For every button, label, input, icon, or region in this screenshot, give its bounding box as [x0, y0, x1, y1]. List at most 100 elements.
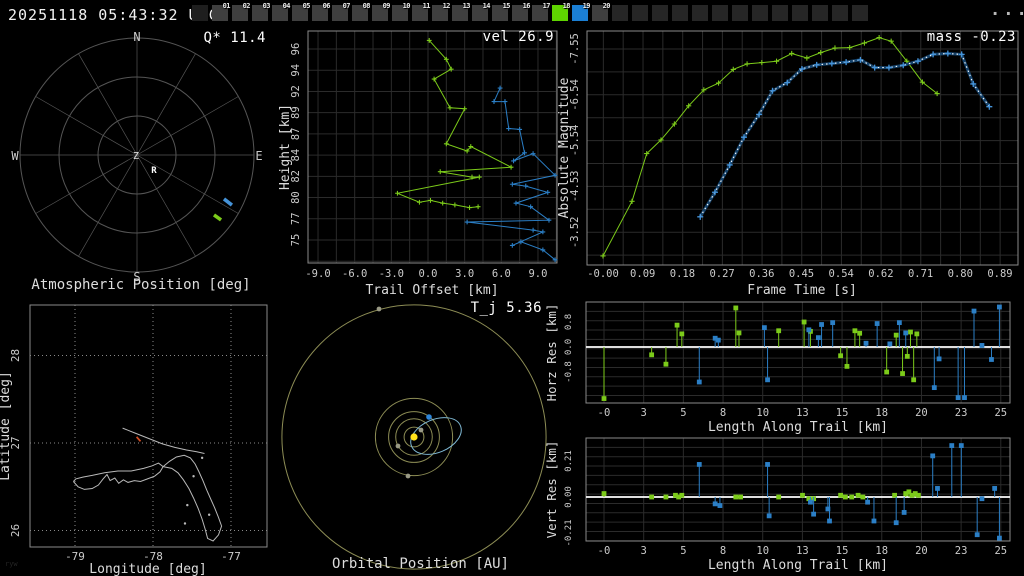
svg-text:25: 25	[994, 545, 1007, 557]
frame-number: 01	[222, 2, 231, 10]
frame-number: 10	[402, 2, 411, 10]
frame-thumbnail[interactable]: 15	[492, 2, 511, 21]
svg-text:R: R	[151, 166, 157, 176]
svg-text:Absolute Magnitude: Absolute Magnitude	[557, 77, 572, 218]
svg-text:77: 77	[290, 212, 302, 225]
frame-thumbnail[interactable]	[792, 5, 808, 21]
vert-residuals-plot: -0 3 5 8 10 13 15 18 20 23 25 0.21 0.00 -0.21 Length A…	[544, 437, 1011, 573]
svg-text:N: N	[133, 30, 140, 44]
frame-thumbnail[interactable]: 02	[232, 2, 251, 21]
frame-thumbnail[interactable]	[732, 5, 748, 21]
frame-thumbnail[interactable]	[652, 5, 668, 21]
svg-text:-6.0: -6.0	[342, 268, 367, 280]
frame-thumbnail[interactable]: 01	[212, 2, 231, 21]
frame-thumbnail[interactable]: 04	[272, 2, 291, 21]
svg-text:-3.0: -3.0	[379, 268, 404, 280]
meteoroid-dot	[426, 414, 432, 420]
frame-thumbnail[interactable]: 13	[452, 2, 471, 21]
absolute-magnitude-plot: -0.00 0.09 0.18 0.27 0.36 0.45 0.54 0.62 0.71 0.8…	[557, 30, 1019, 298]
frame-thumbnail[interactable]: 18	[552, 2, 571, 21]
svg-text:E: E	[255, 149, 262, 163]
svg-text:Z: Z	[133, 151, 139, 162]
svg-text:-6.54: -6.54	[569, 79, 581, 111]
frame-thumbnail[interactable]: 16	[512, 2, 531, 21]
frame-thumbnail[interactable]	[712, 5, 728, 21]
svg-text:13: 13	[796, 407, 809, 419]
atmospheric-position-plot: N E S W Z R	[11, 30, 262, 284]
svg-text:Length Along Trail [km]: Length Along Trail [km]	[708, 420, 888, 435]
mercury-dot	[418, 427, 424, 433]
frame-thumbnail[interactable]	[192, 5, 208, 21]
svg-text:-79: -79	[65, 550, 85, 563]
svg-text:0.80: 0.80	[948, 268, 973, 280]
svg-text:3: 3	[641, 407, 647, 419]
svg-text:Trail Offset [km]: Trail Offset [km]	[365, 283, 498, 298]
svg-text:0.45: 0.45	[789, 268, 814, 280]
svg-text:-78: -78	[143, 550, 163, 563]
frame-thumbnail[interactable]: 05	[292, 2, 311, 21]
svg-text:25: 25	[994, 407, 1007, 419]
svg-text:5: 5	[680, 407, 686, 419]
svg-text:Length Along Trail [km]: Length Along Trail [km]	[708, 558, 888, 573]
svg-text:0.21: 0.21	[564, 450, 574, 472]
svg-text:-0: -0	[598, 545, 611, 557]
svg-text:0.54: 0.54	[829, 268, 854, 280]
frame-thumbnail[interactable]	[832, 5, 848, 21]
frame-number: 17	[542, 2, 551, 10]
frame-thumbnail[interactable]	[612, 5, 628, 21]
svg-text:-0.21: -0.21	[564, 519, 574, 546]
svg-text:10: 10	[756, 545, 769, 557]
frame-thumbnail[interactable]: 06	[312, 2, 331, 21]
frame-thumbnail[interactable]: 14	[472, 2, 491, 21]
frame-thumbnail[interactable]	[672, 5, 688, 21]
frame-number: 08	[362, 2, 371, 10]
svg-text:96: 96	[290, 43, 302, 56]
frame-thumbnail[interactable]: 10	[392, 2, 411, 21]
svg-text:23: 23	[955, 407, 968, 419]
frame-thumbnail[interactable]: 11	[412, 2, 431, 21]
frame-thumbnail[interactable]: 03	[252, 2, 271, 21]
frame-thumbnail[interactable]: 09	[372, 2, 391, 21]
svg-text:18: 18	[875, 545, 888, 557]
mars-dot	[405, 473, 411, 479]
svg-text:Horz Res [km]: Horz Res [km]	[544, 304, 559, 402]
svg-text:-9.0: -9.0	[305, 268, 330, 280]
frame-thumbnail[interactable]: 12	[432, 2, 451, 21]
svg-text:23: 23	[955, 545, 968, 557]
svg-text:89: 89	[290, 106, 302, 119]
frame-number: 03	[262, 2, 271, 10]
svg-text:W: W	[11, 149, 19, 163]
frame-thumbnail[interactable]: 07	[332, 2, 351, 21]
frame-thumbnail[interactable]: 17	[532, 2, 551, 21]
svg-text:8: 8	[720, 545, 726, 557]
svg-text:0.27: 0.27	[709, 268, 734, 280]
frame-thumbnail[interactable]	[772, 5, 788, 21]
svg-text:3.0: 3.0	[455, 268, 474, 280]
frame-number: 20	[602, 2, 611, 10]
svg-text:20: 20	[915, 407, 928, 419]
svg-text:Latitude [deg]: Latitude [deg]	[0, 371, 13, 481]
svg-text:-3.52: -3.52	[569, 216, 581, 248]
svg-text:18: 18	[875, 407, 888, 419]
trail-offset-plot: -9.0 -6.0 -3.0 0.0 3.0 6.0 9.0 75 77 80 82 84 87 89 92…	[278, 30, 558, 298]
svg-text:87: 87	[290, 128, 302, 141]
svg-text:8: 8	[720, 407, 726, 419]
frame-thumbnail-strip[interactable]: 01 02 03 04 05 06 07 08 09 10 11 12 13 14 15 16 17 18 19 20	[192, 2, 868, 21]
frame-thumbnail[interactable]	[812, 5, 828, 21]
svg-text:94: 94	[290, 64, 302, 77]
frame-thumbnail[interactable]	[752, 5, 768, 21]
svg-text:-7.55: -7.55	[569, 33, 581, 65]
frame-thumbnail[interactable]	[692, 5, 708, 21]
frame-thumbnail[interactable]: 19	[572, 2, 591, 21]
svg-text:20: 20	[915, 545, 928, 557]
frame-thumbnail[interactable]	[852, 5, 868, 21]
frame-thumbnail[interactable]: 20	[592, 2, 611, 21]
svg-text:-0: -0	[598, 407, 611, 419]
svg-text:0.09: 0.09	[630, 268, 655, 280]
svg-text:27: 27	[9, 436, 22, 449]
svg-text:0.0: 0.0	[564, 339, 574, 355]
svg-text:28: 28	[9, 349, 22, 362]
frame-thumbnail[interactable]: 08	[352, 2, 371, 21]
frame-thumbnail[interactable]	[632, 5, 648, 21]
